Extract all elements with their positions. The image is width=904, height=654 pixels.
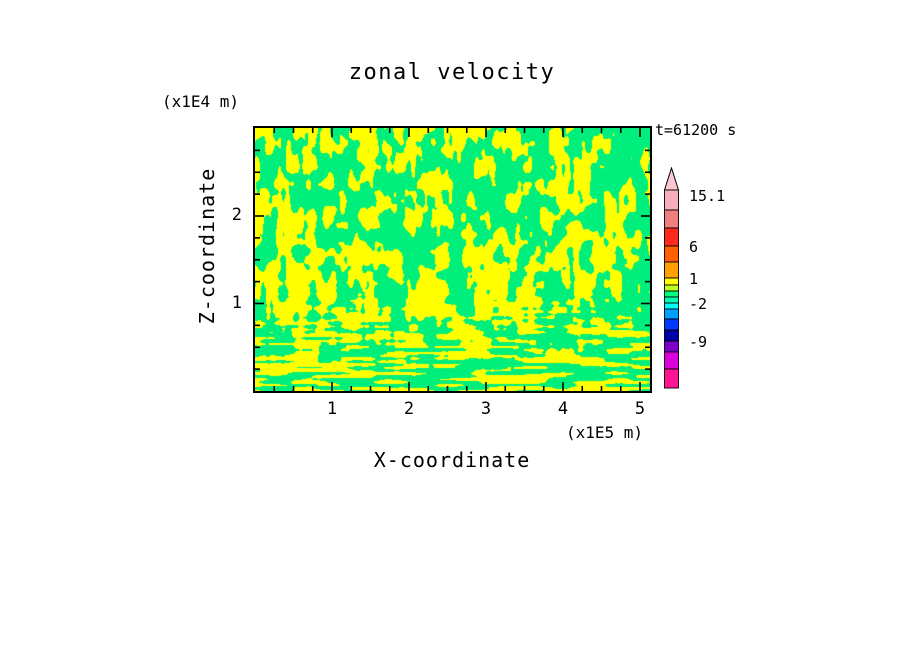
x-tick-label: 3 [480, 399, 492, 419]
x-axis-unit-label: (x1E5 m) [566, 423, 644, 442]
plot-area [253, 126, 652, 393]
colorbar-tick-label: 6 [689, 238, 699, 256]
colorbar-tick-label: -2 [689, 295, 708, 313]
x-tick-label: 4 [557, 399, 569, 419]
y-tick-label: 1 [231, 292, 242, 313]
chart-title: zonal velocity [348, 60, 556, 85]
heatmap-field [255, 128, 650, 391]
x-tick-label: 5 [634, 399, 646, 419]
colorbar-tick-label: 15.1 [689, 187, 726, 205]
colorbar-scale [663, 166, 680, 389]
x-tick-label: 2 [403, 399, 415, 419]
colorbar-tick-label: -9 [689, 333, 708, 351]
x-axis-label: X-coordinate [373, 448, 531, 472]
colorbar [663, 166, 680, 393]
colorbar-tick-label: 1 [689, 270, 699, 288]
y-axis-unit-label: (x1E4 m) [162, 92, 240, 111]
x-tick-label: 1 [326, 399, 338, 419]
time-label: t=61200 s [655, 121, 737, 139]
y-tick-label: 2 [231, 205, 242, 225]
